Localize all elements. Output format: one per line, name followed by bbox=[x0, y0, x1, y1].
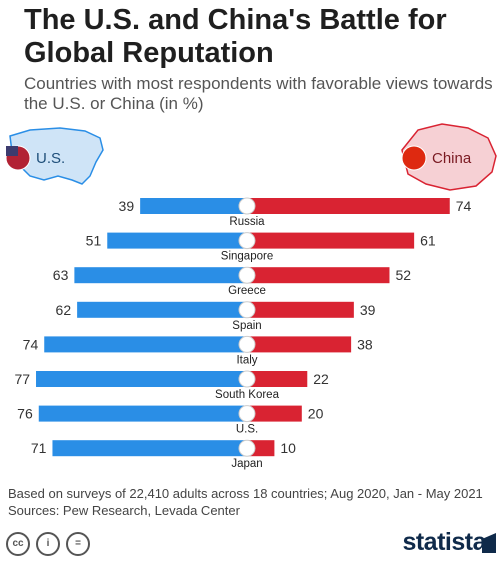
us-flag-icon bbox=[238, 405, 256, 423]
country-label: Greece bbox=[228, 285, 266, 297]
license-icons: cc i = bbox=[6, 532, 90, 556]
chart-subtitle: Countries with most respondents with fav… bbox=[24, 74, 493, 113]
us-bar bbox=[107, 232, 247, 249]
china-value-label: 52 bbox=[395, 267, 411, 283]
country-label: Russia bbox=[229, 216, 265, 228]
statista-logo-mark bbox=[482, 533, 496, 553]
footnote: Based on surveys of 22,410 adults across… bbox=[8, 485, 494, 519]
us-map-icon bbox=[9, 127, 104, 185]
us-value-label: 71 bbox=[31, 440, 47, 456]
country-label: Italy bbox=[236, 354, 257, 366]
footnote-survey: Based on surveys of 22,410 adults across… bbox=[8, 486, 483, 501]
greece-flag-icon bbox=[238, 266, 256, 284]
country-label: South Korea bbox=[215, 389, 280, 401]
china-value-label: 38 bbox=[357, 336, 373, 352]
country-label: U.S. bbox=[236, 424, 258, 436]
japan-flag-icon bbox=[238, 439, 256, 457]
cc-icon[interactable]: cc bbox=[6, 532, 30, 556]
china-bar bbox=[247, 267, 390, 284]
us-bar bbox=[44, 336, 247, 353]
us-value-label: 63 bbox=[53, 267, 69, 283]
footnote-sources: Sources: Pew Research, Levada Center bbox=[8, 503, 240, 518]
china-bar bbox=[247, 232, 415, 249]
us-value-label: 39 bbox=[119, 198, 135, 214]
us-value-label: 62 bbox=[56, 302, 72, 318]
china-value-label: 74 bbox=[456, 198, 472, 214]
spain-flag-icon bbox=[238, 301, 256, 319]
us-series-label: U.S. bbox=[36, 150, 65, 167]
china-value-label: 20 bbox=[308, 406, 324, 422]
us-bar bbox=[140, 198, 247, 214]
statista-logo[interactable]: statista bbox=[402, 528, 486, 556]
russia-flag-icon bbox=[238, 197, 256, 215]
us-bar bbox=[77, 301, 248, 318]
south-korea-flag-icon bbox=[238, 370, 256, 388]
china-flag-icon bbox=[401, 145, 427, 171]
us-bar bbox=[38, 405, 248, 422]
china-bar bbox=[247, 336, 352, 353]
us-value-label: 51 bbox=[86, 233, 102, 249]
china-value-label: 10 bbox=[280, 440, 296, 456]
china-bar bbox=[247, 405, 302, 422]
us-bar bbox=[36, 371, 247, 387]
country-label: Singapore bbox=[221, 251, 273, 263]
person-icon[interactable]: i bbox=[36, 532, 60, 556]
us-bar bbox=[52, 440, 248, 457]
equals-icon[interactable]: = bbox=[66, 532, 90, 556]
country-label: Japan bbox=[231, 458, 262, 470]
us-flag-canton bbox=[6, 146, 18, 156]
italy-flag-icon bbox=[238, 335, 256, 353]
chart-title: The U.S. and China's Battle for Global R… bbox=[24, 4, 447, 69]
china-bar bbox=[247, 198, 450, 214]
china-value-label: 22 bbox=[313, 371, 329, 387]
country-label: Spain bbox=[232, 320, 261, 332]
us-value-label: 77 bbox=[14, 371, 30, 387]
singapore-flag-icon bbox=[238, 232, 256, 250]
china-series-label: China bbox=[432, 150, 472, 167]
china-bar bbox=[247, 371, 308, 387]
china-value-label: 39 bbox=[360, 302, 376, 318]
us-value-label: 74 bbox=[23, 336, 39, 352]
china-map-icon bbox=[401, 123, 497, 191]
diverging-bar-chart: U.S. China 39 74 Russia 51 61 Singapore 63 52 Gree… bbox=[5, 123, 497, 470]
china-value-label: 61 bbox=[420, 233, 436, 249]
us-bar bbox=[74, 267, 247, 284]
us-value-label: 76 bbox=[17, 406, 33, 422]
china-bar bbox=[247, 301, 354, 318]
